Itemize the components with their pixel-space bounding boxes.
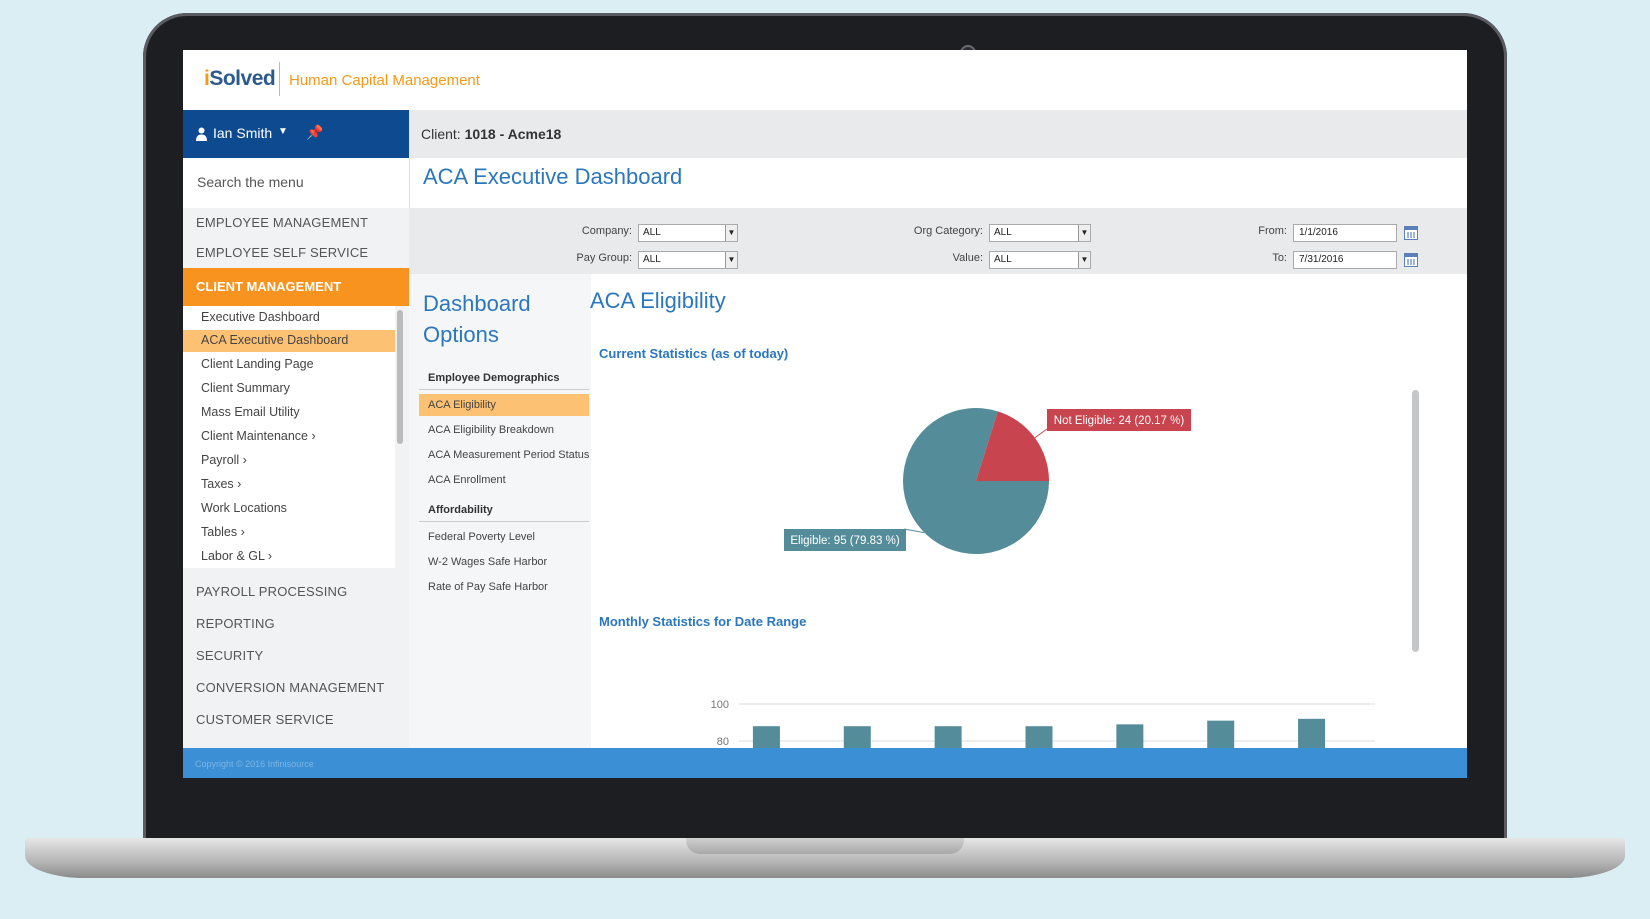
calendar-icon[interactable] [1404,253,1418,267]
copyright-text: Copyright © 2016 Infinisource [195,759,314,769]
dashboard-options-title: Dashboard Options [423,291,531,347]
subnav-payroll[interactable]: Payroll › [201,453,247,467]
divider [419,389,589,390]
app-screen: iSolved Human Capital Management Ian Smi… [183,50,1467,778]
option-aca-eligibility[interactable]: ACA Eligibility [428,399,496,411]
value-select[interactable]: ALL ▼ [989,251,1091,269]
pie-label-not-eligible: Not Eligible: 24 (20.17 %) [1054,415,1185,427]
org-category-label: Org Category: [913,225,983,237]
to-label: To: [1272,252,1287,264]
pie-label-not-eligible-bg [1047,409,1191,431]
option-aca-enrollment[interactable]: ACA Enrollment [428,474,506,486]
content-scrollbar[interactable] [1412,390,1419,652]
filter-bar: Company: ALL ▼ Pay Group: ALL ▼ Org Catego… [409,208,1467,274]
divider [419,521,589,522]
page-title: ACA Executive Dashboard [423,164,683,189]
from-date-input[interactable]: 1/1/2016 [1293,224,1397,242]
employee-demographics-heading: Employee Demographics [428,372,560,384]
nav-section-security[interactable]: SECURITY [196,648,264,663]
bar [1207,720,1235,748]
dropdown-arrow-icon: ▼ [725,252,737,268]
current-statistics-title: Current Statistics (as of today) [599,346,789,361]
pie-connector-eligible [903,528,925,534]
y-tick-label: 100 [711,699,729,711]
app-title: Human Capital Management [289,72,480,89]
bar [1025,726,1053,748]
pin-icon[interactable]: 📌 [306,124,324,140]
pie-label-eligible-bg [784,529,906,551]
bar [752,726,780,748]
client-value: 1018 - Acme18 [464,126,562,142]
from-label: From: [1258,225,1287,237]
value-label: Value: [952,252,983,264]
to-date-input[interactable]: 7/31/2016 [1293,251,1397,269]
subnav-labor-gl[interactable]: Labor & GL › [201,549,273,563]
search-menu-input[interactable] [195,173,399,191]
client-label: Client: [421,126,461,142]
pie-connector-not-eligible [1034,428,1048,439]
option-aca-measurement-period-status[interactable]: ACA Measurement Period Status [428,449,590,461]
dashboard-options-panel: Dashboard Options Employee Demographics … [409,274,591,748]
main-content: ACA Eligibility Current Statistics (as o… [590,274,1467,748]
nav-section-payroll-processing[interactable]: PAYROLL PROCESSING [196,584,348,599]
submenu-scrollbar[interactable] [397,310,403,444]
laptop-notch [686,838,964,854]
subnav-work-locations[interactable]: Work Locations [201,501,287,515]
dropdown-arrow-icon: ▼ [1078,225,1090,241]
bar [1298,718,1326,748]
top-bar: iSolved Human Capital Management [183,50,1467,110]
isolved-logo[interactable]: iSolved [204,67,276,90]
user-name-dropdown[interactable]: Ian Smith [213,125,273,141]
search-box [183,158,409,208]
subnav-client-maintenance[interactable]: Client Maintenance › [201,429,316,443]
subnav-client-landing-page[interactable]: Client Landing Page [201,357,314,371]
active-option-highlight [419,394,589,416]
content-title: ACA Eligibility [590,288,726,313]
bar [843,726,871,748]
nav-section-reporting[interactable]: REPORTING [196,616,275,631]
company-select[interactable]: ALL ▼ [638,224,738,242]
option-rate-of-pay-safe-harbor[interactable]: Rate of Pay Safe Harbor [428,581,548,593]
calendar-icon[interactable] [1404,226,1418,240]
active-item-highlight [183,330,395,352]
subnav-tables[interactable]: Tables › [201,525,245,539]
paygroup-select[interactable]: ALL ▼ [638,251,738,269]
subnav-taxes[interactable]: Taxes › [201,477,242,491]
client-bar: Client: 1018 - Acme18 [409,110,1467,158]
y-tick-label: 80 [717,736,729,748]
paygroup-label: Pay Group: [576,252,632,264]
nav-section-client-management[interactable]: CLIENT MANAGEMENT [183,268,409,306]
nav-section-employee-management[interactable]: EMPLOYEE MANAGEMENT [196,215,369,230]
option-aca-eligibility-breakdown[interactable]: ACA Eligibility Breakdown [428,424,554,436]
dropdown-arrow-icon: ▼ [725,225,737,241]
company-label: Company: [581,225,632,237]
dropdown-arrow-icon: ▼ [1078,252,1090,268]
nav-section-employee-self-service[interactable]: EMPLOYEE SELF SERVICE [196,245,369,260]
monthly-statistics-title: Monthly Statistics for Date Range [599,614,807,629]
subnav-aca-executive-dashboard[interactable]: ACA Executive Dashboard [201,333,349,347]
charts-canvas: Not Eligible: 24 (20.17 %) Eligible: 95 (… [711,408,1375,748]
bar [1116,724,1144,748]
client-management-submenu: Executive Dashboard ACA Executive Dashbo… [183,306,395,568]
nav-section-customer-service[interactable]: CUSTOMER SERVICE [196,712,334,727]
footer: Copyright © 2016 Infinisource [183,748,1467,778]
pie-label-eligible: Eligible: 95 (79.83 %) [790,535,899,547]
affordability-heading: Affordability [428,504,493,516]
user-menu-bar: Ian Smith ▼ 📌 [183,110,409,158]
org-category-select[interactable]: ALL ▼ [989,224,1091,242]
subnav-mass-email-utility[interactable]: Mass Email Utility [201,405,300,419]
logo-divider [279,62,280,96]
bar [934,726,962,748]
user-icon [196,127,207,141]
chevron-down-icon[interactable]: ▼ [278,126,288,137]
option-federal-poverty-level[interactable]: Federal Poverty Level [428,531,535,543]
sidebar: EMPLOYEE MANAGEMENT EMPLOYEE SELF SERVIC… [183,158,410,748]
pie-slice-not-eligible [976,411,1049,481]
subnav-executive-dashboard[interactable]: Executive Dashboard [201,310,320,324]
nav-section-conversion-management[interactable]: CONVERSION MANAGEMENT [196,680,385,695]
subnav-client-summary[interactable]: Client Summary [201,381,290,395]
option-w2-wages-safe-harbor[interactable]: W-2 Wages Safe Harbor [428,556,548,568]
